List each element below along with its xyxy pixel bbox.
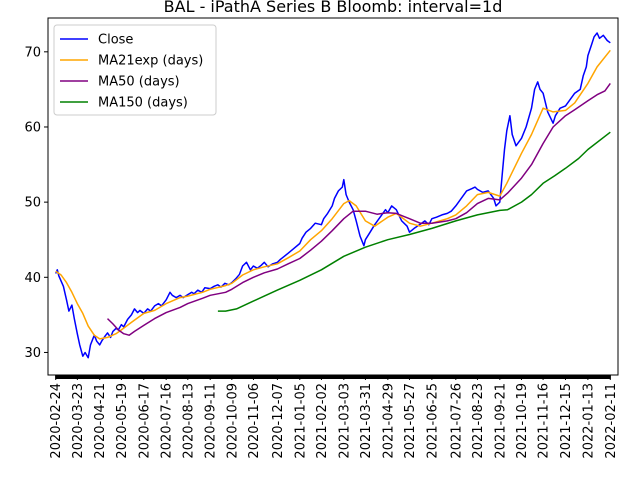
- x-tick-label: 2021-12-15: [559, 383, 574, 459]
- series-layer: [55, 32, 611, 359]
- x-tick-label: 2021-05-27: [403, 383, 418, 459]
- legend-box: [53, 24, 217, 116]
- x-tick-label: 2021-07-26: [449, 383, 464, 459]
- x-tick-label: 2021-09-21: [493, 383, 508, 459]
- x-tick-label: 2021-01-05: [293, 383, 308, 459]
- x-tick-label: 2020-03-23: [71, 383, 86, 459]
- y-tick-label: 30: [24, 346, 41, 361]
- x-tick-label: 2021-08-23: [471, 383, 486, 459]
- x-tick-label: 2022-02-11: [604, 383, 619, 459]
- x-tick-label: 2021-03-31: [359, 383, 374, 459]
- x-tick-label: 2021-11-16: [537, 383, 552, 459]
- x-tick-label: 2021-03-03: [337, 383, 352, 459]
- legend-label-2: MA50 (days): [98, 75, 180, 90]
- series-line-0: [55, 32, 611, 359]
- series-line-3: [217, 131, 611, 312]
- x-tick-label: 2020-02-24: [49, 383, 64, 459]
- y-tick-label: 50: [24, 196, 41, 211]
- x-tick-label: 2020-04-21: [93, 383, 108, 459]
- x-tick-label: 2022-01-13: [581, 383, 596, 459]
- x-tick-label: 2020-11-06: [247, 383, 262, 459]
- legend-label-1: MA21exp (days): [98, 54, 203, 69]
- x-tick-label: 2020-06-17: [137, 383, 152, 459]
- x-minor-ticks: [55, 375, 611, 379]
- legend: Close MA21exp (days) MA50 (days) MA150 (day…: [53, 24, 217, 116]
- legend-label-0: Close: [98, 33, 133, 48]
- x-tick-label: 2020-10-09: [225, 383, 240, 459]
- y-tick-label: 40: [24, 271, 41, 286]
- x-tick-label: 2020-05-19: [115, 383, 130, 459]
- x-tick-label: 2021-06-25: [425, 383, 440, 459]
- series-line-1: [55, 49, 611, 340]
- x-tick-label: 2020-09-11: [204, 383, 219, 459]
- legend-label-3: MA150 (days): [98, 96, 188, 111]
- x-tick-label: 2021-10-19: [515, 383, 530, 459]
- x-tick-label: 2021-02-02: [315, 383, 330, 459]
- y-tick-label: 60: [24, 120, 41, 135]
- x-tick-label: 2020-12-07: [271, 383, 286, 459]
- x-tick-label: 2020-07-16: [160, 383, 175, 459]
- x-tick-label: 2020-08-13: [181, 383, 196, 459]
- x-tick-label: 2021-04-29: [381, 383, 396, 459]
- y-tick-label: 70: [24, 45, 41, 60]
- axis-layer: 30 40 50 60 70 2020-02-24 2020-03-23 2020-04-21…: [24, 45, 618, 458]
- series-line-2: [106, 82, 611, 336]
- chart-title: BAL - iPathA Series B Bloomb: interval=1…: [164, 0, 503, 16]
